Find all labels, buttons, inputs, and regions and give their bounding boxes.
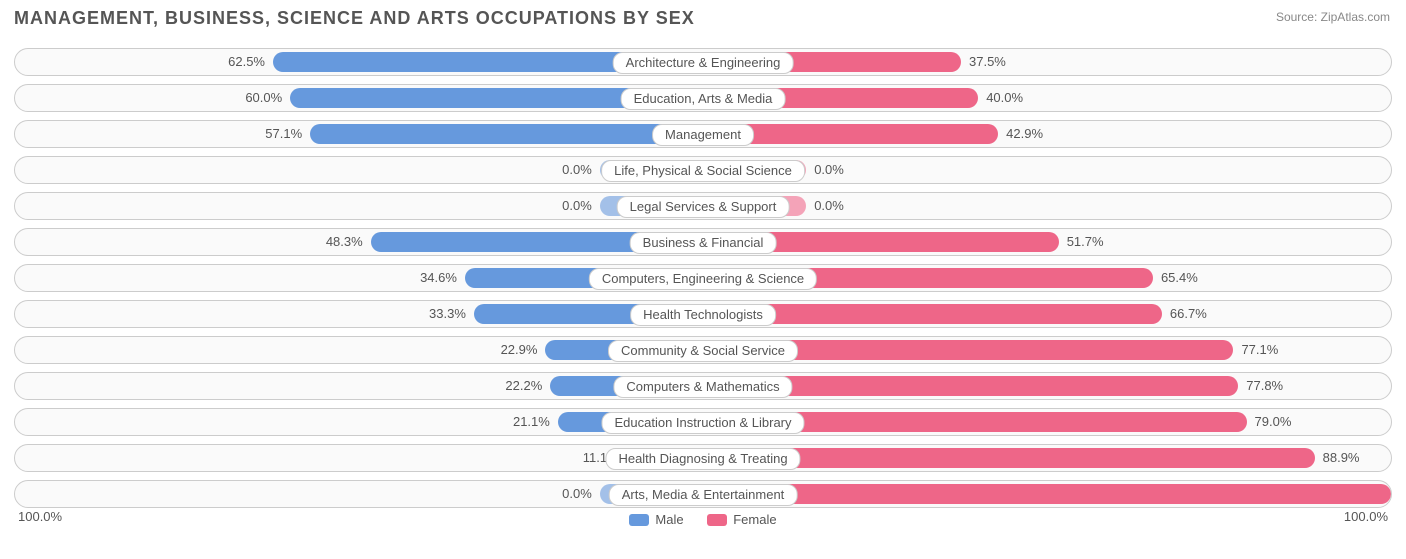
pct-male-label: 22.9% [501,337,538,363]
pct-male-label: 0.0% [562,157,592,183]
row-label: Education, Arts & Media [621,88,786,110]
pct-female-label: 66.7% [1170,301,1207,327]
chart-source: Source: ZipAtlas.com [1276,10,1390,24]
chart-row: 60.0% 40.0% Education, Arts & Media [14,84,1392,112]
chart-row: 11.1%88.9%Health Diagnosing & Treating [14,444,1392,472]
chart-row: 22.2% 77.8% Computers & Mathematics [14,372,1392,400]
row-label: Computers & Mathematics [613,376,792,398]
pct-female-label: 42.9% [1006,121,1043,147]
pct-female-label: 37.5% [969,49,1006,75]
chart-row: 48.3% 51.7% Business & Financial [14,228,1392,256]
chart-row: 57.1% 42.9% Management [14,120,1392,148]
legend-swatch-female [707,514,727,526]
pct-female-label: 51.7% [1067,229,1104,255]
row-label: Legal Services & Support [617,196,790,218]
chart-row: 33.3% 66.7% Health Technologists [14,300,1392,328]
chart-container: MANAGEMENT, BUSINESS, SCIENCE AND ARTS O… [0,0,1406,559]
row-label: Arts, Media & Entertainment [609,484,798,506]
chart-row: 0.0% 0.0% Life, Physical & Social Science [14,156,1392,184]
row-label: Computers, Engineering & Science [589,268,817,290]
pct-male-label: 57.1% [265,121,302,147]
pct-male-label: 0.0% [562,481,592,507]
chart-row: 0.0% 0.0% Legal Services & Support [14,192,1392,220]
row-label: Life, Physical & Social Science [601,160,805,182]
legend-swatch-male [629,514,649,526]
legend-label-male: Male [655,512,683,527]
row-label: Health Technologists [630,304,776,326]
chart-row: 0.0%100.0%Arts, Media & Entertainment [14,480,1392,508]
chart-row: 34.6% 65.4% Computers, Engineering & Scien… [14,264,1392,292]
pct-male-label: 48.3% [326,229,363,255]
source-name: ZipAtlas.com [1321,10,1390,24]
pct-male-label: 22.2% [505,373,542,399]
pct-male-label: 62.5% [228,49,265,75]
pct-male-label: 34.6% [420,265,457,291]
pct-male-label: 0.0% [562,193,592,219]
pct-female-label: 40.0% [986,85,1023,111]
chart-legend: Male Female [0,511,1406,527]
row-label: Business & Financial [630,232,777,254]
legend-item-male: Male [629,511,683,527]
source-prefix: Source: [1276,10,1321,24]
pct-male-label: 33.3% [429,301,466,327]
pct-female-label: 79.0% [1255,409,1292,435]
pct-female-label: 77.1% [1241,337,1278,363]
pct-female-label: 88.9% [1323,445,1360,471]
pct-female-label: 0.0% [814,193,844,219]
pct-female-label: 65.4% [1161,265,1198,291]
row-label: Management [652,124,754,146]
pct-male-label: 60.0% [245,85,282,111]
chart-row: 62.5% 37.5% Architecture & Engineering [14,48,1392,76]
row-label: Architecture & Engineering [613,52,794,74]
chart-row: 22.9% 77.1% Community & Social Service [14,336,1392,364]
row-label: Education Instruction & Library [601,412,804,434]
pct-male-label: 21.1% [513,409,550,435]
pct-female-label: 0.0% [814,157,844,183]
chart-rows: 62.5% 37.5% Architecture & Engineering 60.0… [14,48,1392,516]
chart-row: 21.1% 79.0% Education Instruction & Librar… [14,408,1392,436]
row-label: Health Diagnosing & Treating [605,448,800,470]
pct-female-label: 77.8% [1246,373,1283,399]
bar-female [703,484,1391,504]
row-label: Community & Social Service [608,340,798,362]
chart-title: MANAGEMENT, BUSINESS, SCIENCE AND ARTS O… [0,0,1406,33]
bar-male [310,124,703,144]
legend-label-female: Female [733,512,776,527]
legend-item-female: Female [707,511,776,527]
